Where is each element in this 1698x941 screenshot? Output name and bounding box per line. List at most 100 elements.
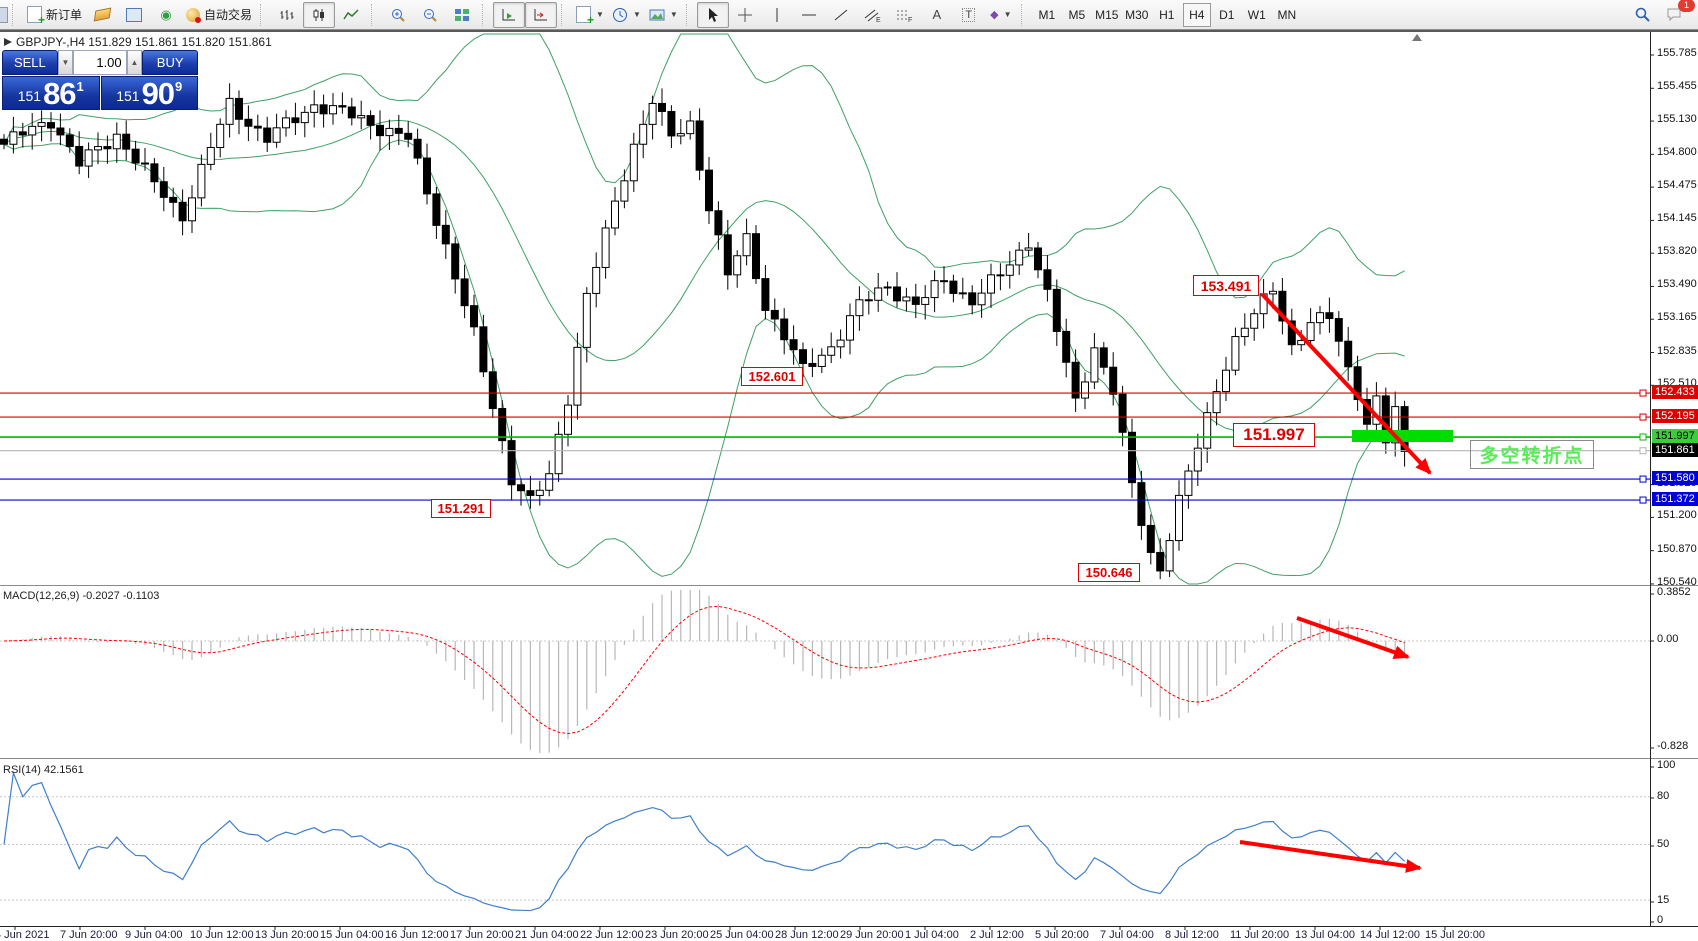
arrows-tool-button[interactable]: ◆ ▼	[985, 2, 1017, 28]
notifications-button[interactable]: 1	[1658, 0, 1695, 28]
new-order-label: 新订单	[46, 8, 83, 22]
bar-chart-mode-button[interactable]	[271, 2, 303, 28]
time-label: 11 Jul 20:00	[1230, 929, 1290, 941]
timeframe-button-d1[interactable]: D1	[1219, 7, 1235, 22]
trendline-tool-button[interactable]	[825, 2, 857, 28]
auto-trading-button[interactable]: 自动交易	[182, 2, 256, 28]
timeframe-button-m30[interactable]: M30	[1125, 7, 1149, 22]
time-label: 4 Jun 2021	[0, 929, 50, 941]
templates-button[interactable]: ▼	[645, 2, 682, 28]
auto-trading-label: 自动交易	[204, 8, 253, 22]
time-label: 28 Jun 12:00	[775, 929, 839, 941]
rsi-tick: 15	[1657, 894, 1670, 906]
label-tool-button[interactable]: T	[953, 2, 985, 28]
trend-arrow	[1239, 840, 1422, 873]
timeframe-button-w1[interactable]: W1	[1247, 7, 1266, 22]
zoom-out-icon	[424, 8, 437, 22]
periods-button[interactable]: ▼	[608, 2, 645, 28]
timeframe-button-h4[interactable]: H4	[1182, 2, 1211, 27]
time-label: 16 Jun 12:00	[385, 929, 449, 941]
sell-price-main: 86	[43, 76, 76, 111]
channel-tool-button[interactable]: E	[857, 2, 889, 28]
chevron-down-icon: ▼	[596, 10, 604, 19]
volume-increase-button[interactable]: ▲	[126, 50, 143, 75]
price-annotation-box[interactable]: 153.491	[1193, 275, 1259, 296]
time-label: 17 Jun 20:00	[450, 929, 514, 941]
buy-button[interactable]: BUY	[142, 50, 198, 75]
window-icon	[0, 6, 8, 23]
rsi-tick: 100	[1657, 759, 1676, 771]
horizontal-line-tool-button[interactable]	[793, 2, 825, 28]
time-label: 2 Jul 12:00	[970, 929, 1024, 941]
timeframe-button-m5[interactable]: M5	[1068, 7, 1086, 22]
signal-button[interactable]: ◉	[150, 2, 182, 28]
sell-price-quote[interactable]: 151 86 1	[2, 76, 100, 110]
bollinger-band-line	[3, 33, 1405, 299]
fibonacci-icon: F	[896, 10, 912, 23]
line-chart-mode-button[interactable]	[335, 2, 367, 28]
green-highlight-rect	[1352, 430, 1453, 442]
timeframe-button-h1[interactable]: H1	[1159, 7, 1175, 22]
volume-decrease-button[interactable]: ▼	[57, 50, 74, 75]
macd-signal-line	[3, 605, 1405, 735]
crosshair-icon	[737, 7, 752, 22]
candlestick-mode-button[interactable]	[303, 1, 336, 28]
trendline-icon	[834, 9, 848, 20]
price-annotation-box[interactable]: 151.291	[431, 499, 491, 518]
text-tool-button[interactable]: A	[921, 2, 953, 28]
toolbar-separator	[371, 3, 379, 26]
chart-window-button[interactable]	[118, 2, 150, 28]
note-box[interactable]: 多空转折点	[1470, 440, 1594, 469]
zoom-in-button[interactable]	[382, 2, 414, 28]
add-indicator-icon	[576, 6, 594, 27]
sell-button[interactable]: SELL	[2, 50, 58, 75]
clock-icon	[612, 7, 627, 22]
time-label: 7 Jun 20:00	[60, 929, 118, 941]
text-label-icon: T	[962, 7, 976, 22]
macd-indicator-label: MACD(12,26,9) -0.2027 -0.1103	[3, 590, 160, 602]
indicators-button[interactable]: ▼	[572, 2, 608, 28]
zoom-out-button[interactable]	[414, 2, 446, 28]
cursor-tool-button[interactable]	[696, 1, 729, 28]
price-label: 152.433	[1652, 385, 1698, 400]
auto-trading-icon	[186, 7, 202, 23]
price-annotation-box[interactable]: 150.646	[1078, 563, 1140, 582]
level-handle	[1639, 389, 1647, 397]
price-tick: 155.785	[1657, 47, 1697, 59]
arrows-tool-icon: ◆	[990, 9, 999, 21]
timeframe-button-mn[interactable]: MN	[1277, 7, 1297, 22]
volume-input[interactable]: 1.00	[73, 50, 127, 75]
price-tick: 152.835	[1657, 344, 1697, 357]
search-button[interactable]	[1626, 2, 1658, 28]
rsi-tick: 0	[1657, 914, 1664, 926]
toolbar-separator	[1020, 3, 1029, 26]
time-label: 13 Jul 04:00	[1295, 929, 1355, 941]
timeframe-button-m1[interactable]: M1	[1038, 7, 1056, 22]
buy-price-quote[interactable]: 151 90 9	[100, 76, 198, 110]
auto-scroll-button[interactable]	[493, 1, 526, 28]
fibonacci-tool-button[interactable]: F	[889, 2, 921, 28]
rsi-line	[3, 770, 1406, 912]
bollinger-band-line	[3, 139, 1405, 585]
crosshair-tool-button[interactable]	[729, 2, 761, 28]
new-order-button[interactable]: 新订单	[23, 2, 86, 28]
time-label: 22 Jun 12:00	[580, 929, 644, 941]
svg-text:E: E	[876, 17, 881, 23]
candlestick-icon	[313, 8, 325, 21]
macd-tick: -0.828	[1657, 740, 1689, 752]
level-handle	[1639, 496, 1647, 504]
price-label: 151.372	[1652, 492, 1698, 507]
vertical-line-tool-button[interactable]	[761, 2, 793, 28]
equidistant-channel-icon: E	[864, 9, 881, 23]
price-annotation-box[interactable]: 151.997	[1233, 423, 1315, 447]
price-label: 152.195	[1652, 409, 1698, 424]
candles	[0, 83, 1409, 580]
timeframe-button-m15[interactable]: M15	[1095, 7, 1119, 22]
price-annotation-box[interactable]: 152.601	[741, 367, 803, 386]
time-label: 9 Jun 04:00	[125, 929, 183, 941]
toolbar-separator	[12, 3, 20, 26]
chart-shift-button[interactable]	[525, 1, 558, 28]
tile-windows-button[interactable]	[446, 2, 478, 28]
